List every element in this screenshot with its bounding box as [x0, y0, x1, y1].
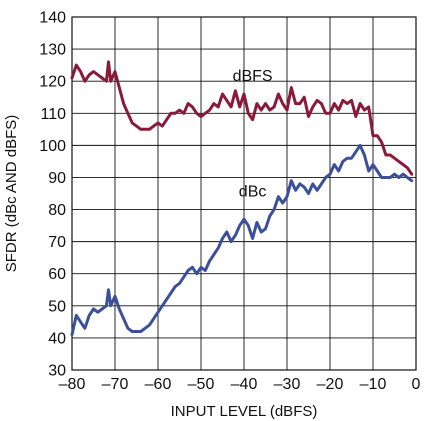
y-tick-label: 120 [39, 74, 66, 91]
y-tick-label: 70 [48, 234, 66, 251]
series-labels: dBFS dBc [233, 68, 273, 201]
x-tick-label: –70 [102, 376, 129, 393]
y-tick-label: 100 [39, 138, 66, 155]
y-tick-label: 30 [48, 363, 66, 380]
x-tick-label: –30 [274, 376, 301, 393]
x-tick-label: –40 [231, 376, 258, 393]
y-tick-label: 140 [39, 10, 66, 27]
x-tick-label: –10 [360, 376, 387, 393]
y-tick-label: 110 [40, 106, 66, 123]
x-tick-label: –50 [188, 376, 215, 393]
y-tick-label: 90 [48, 170, 66, 187]
x-tick-label: –60 [145, 376, 172, 393]
y-tick-label: 130 [39, 42, 66, 59]
grid [71, 16, 417, 371]
series-line-dbfs [70, 60, 414, 176]
x-tick-labels: –80 –70 –60 –50 –40 –30 –20 –10 0 [59, 376, 421, 393]
series-label-dbfs: dBFS [233, 68, 273, 85]
series-label-dbc: dBc [239, 184, 267, 201]
series-line-dbc [70, 143, 414, 337]
x-tick-label: –20 [317, 376, 344, 393]
y-tick-label: 50 [48, 298, 66, 315]
y-tick-label: 40 [48, 330, 66, 347]
series-lines [70, 60, 414, 337]
x-axis-title: INPUT LEVEL (dBFS) [171, 403, 318, 420]
x-tick-label: –80 [59, 376, 86, 393]
y-tick-label: 80 [48, 202, 66, 219]
y-axis-title: SFDR (dBc AND dBFS) [3, 115, 20, 273]
plot-frame [71, 16, 417, 371]
x-tick-label: 0 [412, 376, 421, 393]
y-tick-label: 60 [48, 266, 66, 283]
y-tick-labels: 30 40 50 60 70 80 90 100 110 120 130 140 [39, 10, 66, 380]
